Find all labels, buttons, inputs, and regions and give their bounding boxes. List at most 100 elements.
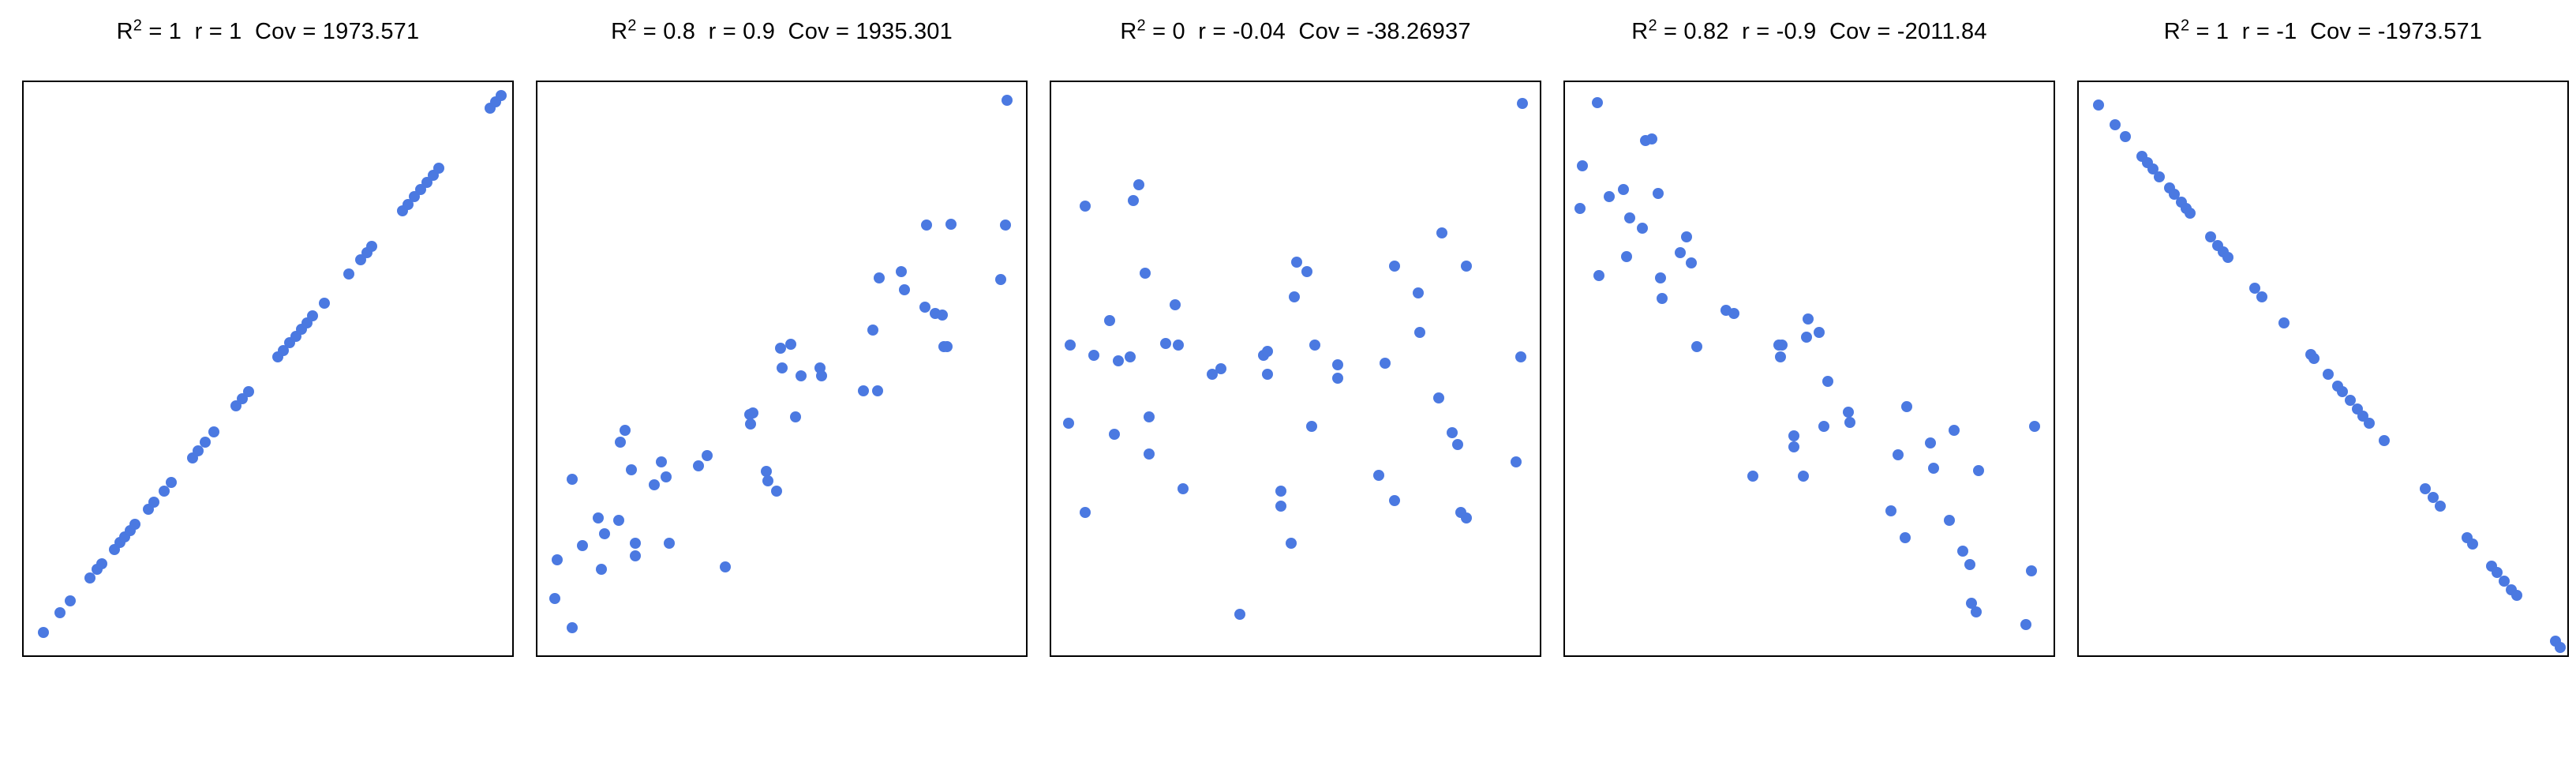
data-point	[433, 162, 445, 174]
data-point	[2169, 189, 2181, 201]
data-point	[1289, 291, 1301, 303]
data-point	[2020, 618, 2032, 630]
data-point	[1944, 515, 1956, 527]
data-point	[1065, 340, 1076, 351]
data-point	[1140, 268, 1151, 280]
data-point	[2466, 538, 2478, 550]
data-point	[1510, 456, 1522, 467]
data-point	[2498, 575, 2510, 587]
plot-block-5: R2 = 1 r = -1 Cov = -1973.571	[2077, 0, 2569, 758]
data-point	[1591, 97, 1603, 109]
data-point	[1680, 231, 1692, 243]
data-point	[1062, 417, 1074, 429]
data-point	[762, 475, 773, 487]
data-point	[1301, 266, 1312, 278]
data-point	[129, 519, 141, 531]
title-text: R	[116, 19, 133, 44]
data-point	[994, 274, 1006, 286]
data-point	[1261, 369, 1273, 381]
data-point	[596, 564, 608, 576]
data-point	[307, 310, 319, 322]
data-point	[1460, 261, 1472, 272]
data-point	[2278, 317, 2290, 328]
title-text: = 0 r = -0.04 Cov = -38.26937	[1145, 19, 1471, 44]
data-point	[1776, 340, 1788, 351]
data-point	[771, 485, 783, 497]
data-point	[1331, 358, 1343, 370]
data-point	[2427, 492, 2439, 504]
data-point	[1925, 437, 1936, 449]
data-point	[54, 606, 66, 618]
data-point	[1517, 97, 1529, 109]
data-point	[660, 471, 672, 483]
data-point	[1080, 200, 1091, 212]
data-point	[1774, 351, 1786, 363]
data-point	[158, 485, 170, 497]
data-point	[1655, 272, 1667, 284]
data-point	[1331, 373, 1343, 385]
data-point	[629, 550, 641, 561]
data-point	[1964, 558, 1976, 570]
data-point	[1822, 375, 1834, 387]
data-point	[1143, 448, 1155, 460]
data-point	[549, 593, 561, 605]
data-point	[2256, 291, 2268, 303]
data-point	[1413, 326, 1425, 338]
data-point	[1452, 438, 1463, 450]
data-point	[2308, 352, 2320, 364]
scatter-panel-r-09	[536, 81, 1028, 657]
data-point	[1207, 369, 1219, 381]
data-point	[1844, 416, 1855, 428]
panel-title: R2 = 0.8 r = 0.9 Cov = 1935.301	[536, 17, 1028, 45]
data-point	[790, 411, 802, 422]
data-point	[1309, 340, 1321, 351]
data-point	[495, 89, 507, 101]
data-point	[2110, 119, 2121, 131]
data-point	[1133, 178, 1144, 190]
title-text: R	[1120, 19, 1137, 44]
data-point	[896, 266, 908, 278]
data-point	[629, 538, 641, 550]
panel-title: R2 = 0.82 r = -0.9 Cov = -2011.84	[1563, 17, 2055, 45]
panel-title: R2 = 0 r = -0.04 Cov = -38.26937	[1050, 17, 1541, 45]
data-point	[1388, 494, 1400, 506]
data-point	[1388, 261, 1400, 272]
data-point	[1949, 424, 1960, 436]
plot-block-1: R2 = 1 r = 1 Cov = 1973.571	[22, 0, 514, 758]
data-point	[720, 561, 732, 573]
data-point	[1080, 506, 1091, 518]
data-point	[1928, 463, 1940, 475]
plot-block-3: R2 = 0 r = -0.04 Cov = -38.26937	[1050, 0, 1541, 758]
data-point	[1172, 340, 1184, 351]
data-point	[2420, 483, 2432, 495]
data-point	[1899, 532, 1911, 544]
data-point	[761, 465, 773, 477]
data-point	[37, 626, 49, 638]
data-point	[1285, 537, 1297, 549]
data-point	[1970, 606, 1982, 617]
data-point	[592, 512, 604, 524]
data-point	[2029, 420, 2041, 432]
data-point	[1436, 227, 1448, 238]
data-point	[1900, 400, 1912, 412]
data-point	[1290, 256, 1302, 268]
data-point	[1624, 212, 1636, 224]
data-point	[1215, 363, 1226, 374]
plot-block-2: R2 = 0.8 r = 0.9 Cov = 1935.301	[536, 0, 1028, 758]
data-point	[1675, 246, 1687, 258]
data-point	[1656, 293, 1668, 305]
data-point	[1460, 512, 1472, 523]
data-point	[1788, 441, 1800, 453]
data-point	[1380, 357, 1391, 369]
data-point	[1103, 315, 1115, 327]
data-point	[1305, 421, 1317, 433]
data-point	[1972, 464, 1984, 476]
scatter-panel-r-negative-1	[2077, 81, 2569, 657]
scatter-panel-r-neg09	[1563, 81, 2055, 657]
title-text: R	[1631, 19, 1649, 44]
data-point	[1112, 355, 1124, 366]
data-point	[1372, 470, 1384, 482]
data-point	[1620, 250, 1632, 262]
data-point	[551, 553, 563, 565]
data-point	[366, 241, 378, 253]
